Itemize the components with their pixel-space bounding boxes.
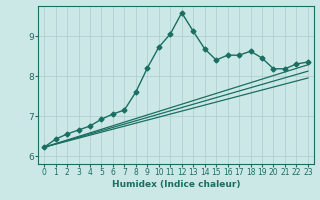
- X-axis label: Humidex (Indice chaleur): Humidex (Indice chaleur): [112, 180, 240, 189]
